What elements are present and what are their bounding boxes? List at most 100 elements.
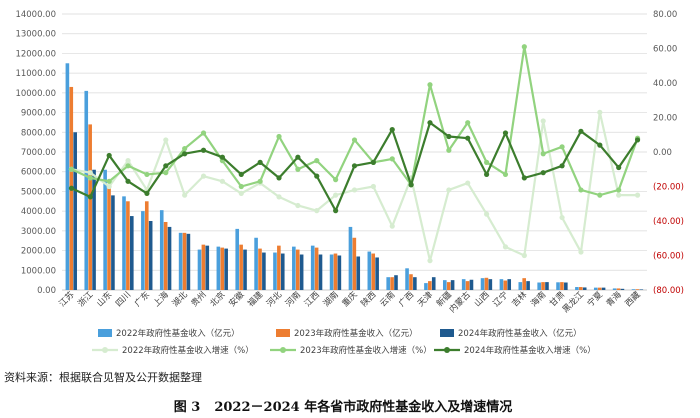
line-point xyxy=(389,126,395,133)
line-point xyxy=(446,147,452,153)
line-point xyxy=(446,187,452,193)
bar xyxy=(428,281,432,290)
line-point xyxy=(483,171,490,178)
line-point xyxy=(483,159,490,165)
line-point xyxy=(238,190,244,196)
bar xyxy=(103,169,107,290)
left-tick-label: 8000.00 xyxy=(21,128,56,138)
line-point xyxy=(389,223,395,229)
line-point xyxy=(125,163,131,169)
line-point xyxy=(106,152,112,159)
bar xyxy=(405,268,409,290)
bar xyxy=(273,252,277,290)
category-label: 贵州 xyxy=(189,289,209,309)
line-point xyxy=(351,187,358,193)
line-point xyxy=(408,182,414,188)
left-tick-label: 2000.00 xyxy=(21,247,56,257)
legend-label: 2022年政府性基金收入（亿元） xyxy=(116,328,240,339)
bar xyxy=(186,233,191,290)
category-label: 湖北 xyxy=(171,290,190,309)
bar xyxy=(163,221,168,290)
right-tick-label: 80.00 xyxy=(653,10,677,20)
line-series xyxy=(68,44,641,264)
line-point xyxy=(144,190,150,196)
bar xyxy=(601,287,606,290)
bar xyxy=(409,274,413,290)
category-label: 广西 xyxy=(396,289,416,309)
line-point xyxy=(276,175,282,181)
line-point xyxy=(616,192,622,198)
bar xyxy=(371,253,376,290)
bar xyxy=(413,277,417,290)
line-point xyxy=(351,163,358,169)
left-tick-label: 11000.00 xyxy=(15,69,56,79)
legend-marker xyxy=(444,347,450,353)
bar xyxy=(126,201,130,290)
line-point xyxy=(597,109,603,115)
bar xyxy=(111,195,115,290)
bar xyxy=(484,277,489,290)
bar xyxy=(337,255,342,290)
bar xyxy=(333,253,338,290)
bar xyxy=(446,282,451,290)
line-point xyxy=(351,137,358,143)
bar xyxy=(560,282,564,290)
bar xyxy=(277,245,281,290)
bar xyxy=(182,232,187,290)
left-tick-label: 3000.00 xyxy=(21,227,56,237)
line-point xyxy=(597,192,603,198)
left-tick-label: 10000.00 xyxy=(15,89,56,99)
bar xyxy=(443,280,447,290)
line-point xyxy=(68,185,75,191)
bar xyxy=(310,245,315,290)
left-tick-label: 13000.00 xyxy=(15,30,56,40)
category-label: 安徽 xyxy=(227,289,247,309)
right-tick-label: (60.00) xyxy=(653,252,684,262)
category-label: 广东 xyxy=(132,289,152,309)
line-point xyxy=(87,175,93,181)
bar xyxy=(503,280,508,290)
bar xyxy=(148,221,153,290)
figure-caption: 图 3 2022－2024 年各省市政府性基金收入及增速情况 xyxy=(0,396,700,415)
line-point xyxy=(257,178,263,184)
right-tick-label: 40.00 xyxy=(653,79,677,89)
left-tick-label: 1000.00 xyxy=(21,266,56,276)
category-label: 辽宁 xyxy=(491,289,511,309)
line-point xyxy=(333,177,339,183)
bar xyxy=(386,277,390,290)
line-point xyxy=(540,151,546,157)
bar xyxy=(537,282,541,290)
category-labels: 江苏 浙江 山东 四川 广东 上海 湖北 贵州 北京 安徽 福建 河北 河南 江西 湖南 重庆 陕西 云南 广西 天津… xyxy=(57,289,643,315)
bar xyxy=(639,289,644,290)
right-tick-label: (40.00) xyxy=(653,217,684,227)
line-point xyxy=(370,159,376,165)
figure-number: 图 3 xyxy=(173,400,201,415)
line-point xyxy=(295,166,301,172)
right-tick-label: (20.00) xyxy=(653,183,684,193)
line-point xyxy=(276,194,282,200)
category-label: 河南 xyxy=(283,289,303,309)
line-point xyxy=(295,202,301,209)
line-point xyxy=(219,154,226,160)
bar xyxy=(424,283,428,290)
legend-swatch xyxy=(98,329,112,337)
line-point xyxy=(465,120,471,126)
bar xyxy=(262,252,266,290)
line-point xyxy=(540,170,546,176)
line-point xyxy=(144,171,150,178)
line-point xyxy=(125,158,131,164)
bar xyxy=(258,248,262,290)
line-point xyxy=(559,214,565,221)
line-point xyxy=(616,187,622,193)
category-label: 吉林 xyxy=(510,289,530,309)
category-label: 青海 xyxy=(604,289,624,309)
bar xyxy=(545,282,549,290)
bar xyxy=(465,281,470,290)
bar xyxy=(390,277,394,290)
bar xyxy=(329,254,334,290)
line-point xyxy=(295,154,301,160)
left-tick-label: 5000.00 xyxy=(21,187,56,197)
bar xyxy=(92,169,96,290)
line-point xyxy=(238,171,244,178)
line-point xyxy=(257,159,263,165)
